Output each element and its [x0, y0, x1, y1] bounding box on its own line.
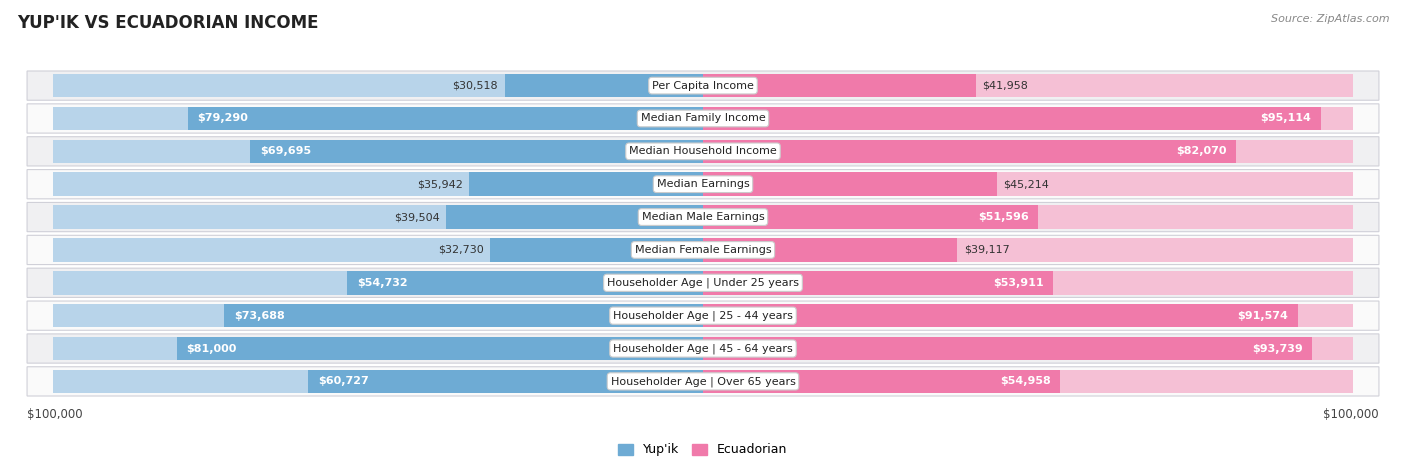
FancyBboxPatch shape: [27, 71, 1379, 100]
Bar: [53, 205, 703, 229]
Text: $45,214: $45,214: [1004, 179, 1049, 189]
Text: $91,574: $91,574: [1237, 311, 1288, 321]
Bar: [703, 238, 1353, 262]
Text: $30,518: $30,518: [453, 81, 498, 91]
Bar: [53, 337, 703, 361]
FancyBboxPatch shape: [27, 170, 1379, 199]
Text: $69,695: $69,695: [260, 146, 311, 156]
Bar: [53, 172, 703, 196]
Text: Householder Age | 25 - 44 years: Householder Age | 25 - 44 years: [613, 311, 793, 321]
Bar: [703, 238, 957, 262]
Text: $79,290: $79,290: [197, 113, 249, 123]
Bar: [470, 172, 703, 196]
Bar: [308, 369, 703, 393]
Text: $60,727: $60,727: [318, 376, 368, 386]
Bar: [53, 74, 703, 98]
Text: $53,911: $53,911: [993, 278, 1043, 288]
Text: $41,958: $41,958: [983, 81, 1028, 91]
Bar: [703, 369, 1060, 393]
Bar: [250, 140, 703, 163]
Bar: [224, 304, 703, 327]
Bar: [53, 238, 703, 262]
Text: $54,732: $54,732: [357, 278, 408, 288]
Text: $54,958: $54,958: [1000, 376, 1050, 386]
FancyBboxPatch shape: [27, 334, 1379, 363]
Legend: Yup'ik, Ecuadorian: Yup'ik, Ecuadorian: [613, 439, 793, 461]
FancyBboxPatch shape: [27, 301, 1379, 330]
Bar: [703, 205, 1353, 229]
Bar: [703, 140, 1236, 163]
Bar: [703, 140, 1353, 163]
Bar: [703, 74, 976, 98]
Bar: [53, 304, 703, 327]
Bar: [187, 106, 703, 130]
Text: $32,730: $32,730: [439, 245, 484, 255]
Bar: [703, 205, 1039, 229]
Bar: [703, 304, 1298, 327]
FancyBboxPatch shape: [27, 268, 1379, 297]
Text: Median Family Income: Median Family Income: [641, 113, 765, 123]
Text: Per Capita Income: Per Capita Income: [652, 81, 754, 91]
Text: Householder Age | Under 25 years: Householder Age | Under 25 years: [607, 277, 799, 288]
Bar: [703, 304, 1353, 327]
Text: $100,000: $100,000: [1323, 408, 1379, 421]
Text: Source: ZipAtlas.com: Source: ZipAtlas.com: [1271, 14, 1389, 24]
Text: $39,117: $39,117: [963, 245, 1010, 255]
Text: $93,739: $93,739: [1251, 344, 1302, 354]
Bar: [703, 369, 1353, 393]
Bar: [703, 74, 1353, 98]
Bar: [703, 106, 1353, 130]
Bar: [703, 271, 1353, 295]
FancyBboxPatch shape: [27, 367, 1379, 396]
Bar: [703, 337, 1353, 361]
Text: Householder Age | 45 - 64 years: Householder Age | 45 - 64 years: [613, 343, 793, 354]
Text: Median Male Earnings: Median Male Earnings: [641, 212, 765, 222]
Text: YUP'IK VS ECUADORIAN INCOME: YUP'IK VS ECUADORIAN INCOME: [17, 14, 318, 32]
FancyBboxPatch shape: [27, 104, 1379, 133]
FancyBboxPatch shape: [27, 137, 1379, 166]
Bar: [703, 172, 997, 196]
Text: $95,114: $95,114: [1261, 113, 1312, 123]
Bar: [53, 271, 703, 295]
Bar: [53, 140, 703, 163]
Bar: [53, 369, 703, 393]
Bar: [446, 205, 703, 229]
Bar: [703, 172, 1353, 196]
Text: $39,504: $39,504: [394, 212, 440, 222]
Bar: [177, 337, 703, 361]
Bar: [703, 106, 1322, 130]
Text: $81,000: $81,000: [186, 344, 236, 354]
Text: Median Female Earnings: Median Female Earnings: [634, 245, 772, 255]
Text: $35,942: $35,942: [418, 179, 463, 189]
Text: Median Household Income: Median Household Income: [628, 146, 778, 156]
Bar: [347, 271, 703, 295]
Text: Median Earnings: Median Earnings: [657, 179, 749, 189]
FancyBboxPatch shape: [27, 235, 1379, 264]
Text: $51,596: $51,596: [977, 212, 1029, 222]
Text: $73,688: $73,688: [233, 311, 284, 321]
Text: $100,000: $100,000: [27, 408, 83, 421]
Bar: [53, 106, 703, 130]
FancyBboxPatch shape: [27, 203, 1379, 232]
Bar: [703, 271, 1053, 295]
Text: Householder Age | Over 65 years: Householder Age | Over 65 years: [610, 376, 796, 387]
Bar: [703, 337, 1312, 361]
Bar: [491, 238, 703, 262]
Bar: [505, 74, 703, 98]
Text: $82,070: $82,070: [1177, 146, 1226, 156]
